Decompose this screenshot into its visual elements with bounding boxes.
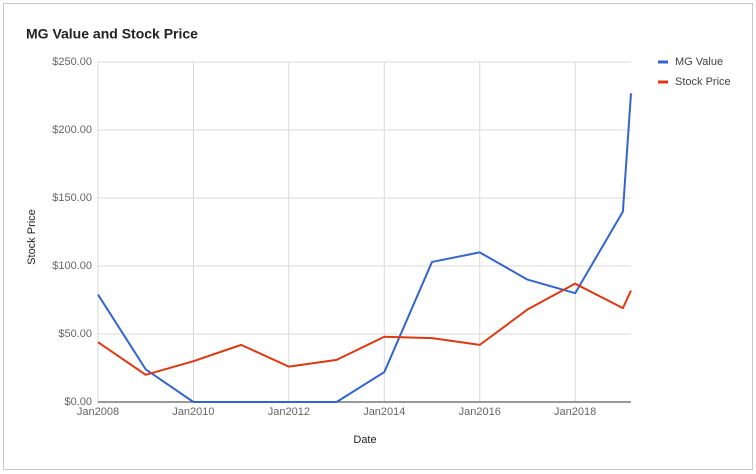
x-tick-label: Jan2012 [268, 406, 310, 418]
chart-title: MG Value and Stock Price [26, 26, 198, 42]
x-axis-label: Date [353, 434, 376, 446]
x-tick-label: Jan2016 [459, 406, 501, 418]
y-axis-label: Stock Price [26, 209, 38, 265]
y-tick-label: $150.00 [52, 192, 92, 204]
x-tick-label: Jan2014 [363, 406, 405, 418]
data-line [97, 282, 632, 376]
y-tick-label: $0.00 [64, 396, 92, 408]
y-tick-label: $200.00 [52, 124, 92, 136]
chart-frame [3, 3, 753, 470]
legend-label: Stock Price [675, 76, 731, 88]
legend-label: MG Value [675, 56, 723, 68]
y-tick-label: $50.00 [58, 328, 92, 340]
y-tick-label: $250.00 [52, 56, 92, 68]
x-tick-label: Jan2018 [554, 406, 596, 418]
y-tick-label: $100.00 [52, 260, 92, 272]
x-tick-label: Jan2008 [77, 406, 119, 418]
data-line [97, 93, 632, 403]
x-tick-label: Jan2010 [172, 406, 214, 418]
